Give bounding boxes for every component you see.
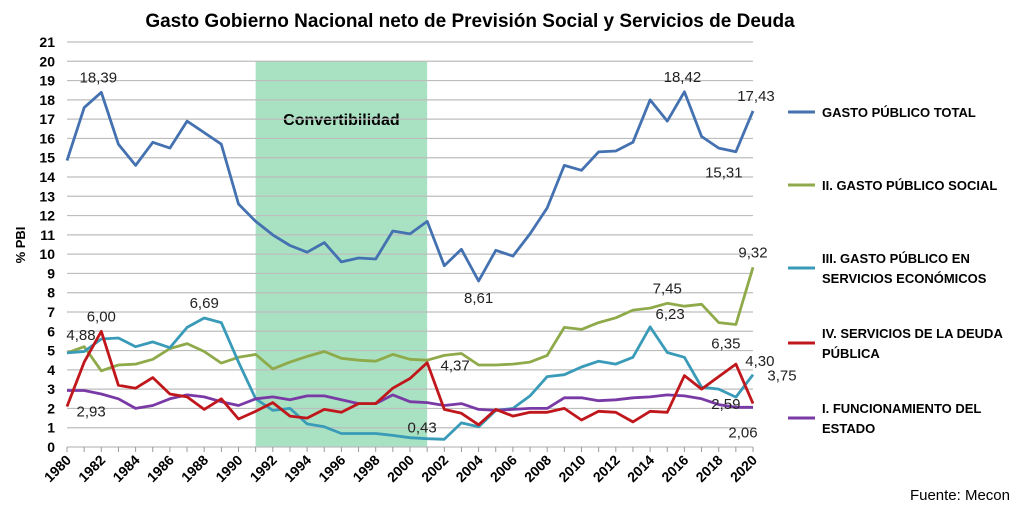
x-tick-label: 2002 bbox=[418, 452, 451, 485]
data-label: 2,59 bbox=[711, 396, 740, 413]
y-tick-label: 10 bbox=[39, 246, 55, 262]
x-tick-label: 2010 bbox=[555, 452, 588, 485]
data-label: 17,43 bbox=[737, 88, 775, 105]
legend-label: GASTO PÚBLICO TOTAL bbox=[822, 105, 976, 120]
x-tick-label: 1996 bbox=[315, 452, 348, 485]
x-tick-label: 1998 bbox=[349, 452, 382, 485]
data-label: 4,88 bbox=[66, 327, 95, 344]
legend-item: GASTO PÚBLICO TOTAL bbox=[788, 105, 976, 120]
data-label: 0,43 bbox=[408, 420, 437, 437]
y-tick-label: 14 bbox=[39, 169, 55, 185]
legend-label: I. FUNCIONAMIENTO DEL bbox=[822, 401, 981, 416]
data-label: 18,42 bbox=[664, 69, 702, 86]
legend-label: ESTADO bbox=[822, 421, 875, 436]
legend-label: II. GASTO PÚBLICO SOCIAL bbox=[822, 178, 997, 193]
legend-label: IV. SERVICIOS DE LA DEUDA bbox=[822, 326, 1003, 341]
y-tick-label: 21 bbox=[39, 34, 55, 50]
data-label: 2,93 bbox=[77, 403, 106, 420]
x-tick-label: 1992 bbox=[247, 452, 280, 485]
x-tick-label: 1982 bbox=[75, 452, 108, 485]
y-tick-label: 20 bbox=[39, 53, 55, 69]
x-tick-label: 2014 bbox=[624, 452, 657, 485]
data-label: 6,35 bbox=[711, 336, 740, 353]
x-tick-label: 2008 bbox=[521, 452, 554, 485]
y-axis-title: % PBI bbox=[13, 227, 28, 264]
data-label: 8,61 bbox=[464, 290, 493, 307]
y-tick-label: 12 bbox=[39, 208, 55, 224]
region-label: Convertibilidad bbox=[283, 112, 399, 129]
data-label: 7,45 bbox=[653, 280, 682, 297]
y-tick-label: 0 bbox=[47, 439, 55, 455]
data-label: 2,06 bbox=[728, 424, 757, 441]
series-line-4 bbox=[65, 329, 755, 427]
y-tick-label: 3 bbox=[47, 381, 55, 397]
x-tick-label: 2000 bbox=[384, 452, 417, 485]
series-line-2 bbox=[66, 266, 755, 373]
y-tick-label: 9 bbox=[47, 265, 55, 281]
x-tick-label: 1986 bbox=[144, 452, 177, 485]
series-line-3 bbox=[66, 316, 755, 441]
data-label: 15,31 bbox=[705, 165, 743, 182]
y-tick-label: 11 bbox=[40, 227, 55, 243]
y-tick-label: 4 bbox=[47, 362, 55, 378]
data-label: 3,75 bbox=[767, 368, 796, 385]
data-label: 6,69 bbox=[190, 295, 219, 312]
x-tick-label: 1984 bbox=[109, 452, 142, 485]
data-label: 4,37 bbox=[441, 358, 470, 375]
legend-label: SERVICIOS ECONÓMICOS bbox=[822, 271, 987, 286]
legend-item: I. FUNCIONAMIENTO DEL ESTADO bbox=[788, 401, 981, 436]
y-tick-label: 6 bbox=[47, 323, 55, 339]
x-tick-label: 2018 bbox=[692, 452, 725, 485]
legend-item: III. GASTO PÚBLICO EN SERVICIOS ECONÓMICO… bbox=[788, 251, 987, 286]
y-tick-label: 13 bbox=[39, 188, 55, 204]
data-label: 6,00 bbox=[87, 308, 116, 325]
data-label: 9,32 bbox=[738, 244, 767, 261]
source-note: Fuente: Mecon bbox=[910, 487, 1010, 504]
legend-label: III. GASTO PÚBLICO EN bbox=[822, 251, 970, 266]
data-label: 4,30 bbox=[745, 353, 774, 370]
x-tick-label: 1990 bbox=[212, 452, 245, 485]
y-tick-label: 17 bbox=[39, 111, 55, 127]
y-tick-label: 15 bbox=[39, 150, 55, 166]
series-line-1 bbox=[65, 90, 755, 283]
y-tick-label: 5 bbox=[47, 343, 55, 359]
x-tick-label: 2016 bbox=[658, 452, 691, 485]
y-tick-label: 2 bbox=[47, 400, 55, 416]
y-tick-label: 18 bbox=[39, 92, 55, 108]
x-tick-label: 1980 bbox=[41, 452, 74, 485]
chart-title: Gasto Gobierno Nacional neto de Previsió… bbox=[145, 11, 795, 32]
x-tick-label: 1988 bbox=[178, 452, 211, 485]
data-label: 6,23 bbox=[655, 306, 684, 323]
y-tick-label: 8 bbox=[47, 285, 55, 301]
y-tick-label: 16 bbox=[39, 130, 55, 146]
y-tick-label: 19 bbox=[39, 73, 55, 89]
y-tick-label: 7 bbox=[47, 304, 55, 320]
x-tick-label: 2006 bbox=[487, 452, 520, 485]
x-tick-label: 2020 bbox=[727, 452, 760, 485]
x-tick-label: 1994 bbox=[281, 452, 314, 485]
legend-label: PÚBLICA bbox=[822, 346, 880, 361]
data-label: 18,39 bbox=[80, 69, 118, 86]
x-tick-label: 2012 bbox=[590, 452, 623, 485]
x-tick-label: 2004 bbox=[452, 452, 485, 485]
y-tick-label: 1 bbox=[47, 420, 55, 436]
legend-item: II. GASTO PÚBLICO SOCIAL bbox=[788, 178, 997, 193]
legend-item: IV. SERVICIOS DE LA DEUDA PÚBLICA bbox=[788, 326, 1003, 361]
